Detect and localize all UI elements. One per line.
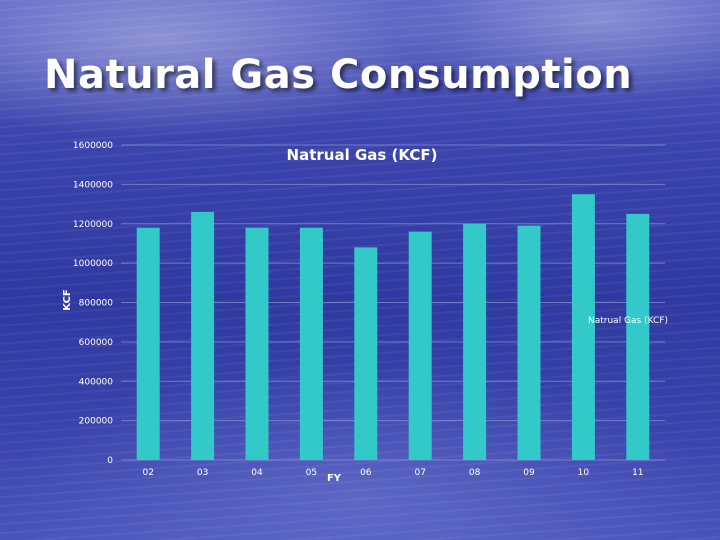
bar xyxy=(354,247,378,460)
bar xyxy=(191,211,215,460)
bar xyxy=(463,223,487,460)
y-tick-label: 400000 xyxy=(79,377,114,387)
y-tick-label: 1400000 xyxy=(73,180,113,190)
x-tick-label: 05 xyxy=(306,468,317,478)
bar xyxy=(571,194,595,460)
bar xyxy=(626,213,650,460)
x-axis-ticks: 02 03 04 05 06 07 08 09 10 11 xyxy=(142,468,643,478)
bar xyxy=(408,231,432,460)
x-tick-label: 10 xyxy=(578,468,590,478)
bar xyxy=(136,227,160,460)
x-tick-label: 02 xyxy=(142,468,153,478)
x-tick-label: 06 xyxy=(360,468,372,478)
y-tick-label: 200000 xyxy=(79,417,114,427)
bar xyxy=(299,227,323,460)
x-tick-label: 09 xyxy=(523,468,535,478)
y-axis-ticks: 0 200000 400000 600000 800000 1000000 1200000 1… xyxy=(73,141,113,466)
chart-title: Natrual Gas (KCF) xyxy=(287,146,438,164)
x-axis-title: FY xyxy=(327,473,342,484)
bar xyxy=(517,225,541,460)
y-tick-label: 800000 xyxy=(79,299,114,309)
bar xyxy=(245,227,269,460)
x-tick-label: 07 xyxy=(414,468,425,478)
x-tick-label: 03 xyxy=(197,468,208,478)
legend-entry: Natrual Gas (KCF) xyxy=(588,316,668,326)
slide-title: Natural Gas Consumption xyxy=(44,52,633,98)
y-tick-label: 1600000 xyxy=(73,141,113,151)
x-tick-label: 08 xyxy=(469,468,481,478)
y-axis-title: KCF xyxy=(62,289,73,310)
bars xyxy=(136,194,650,460)
y-tick-label: 0 xyxy=(107,456,113,466)
y-tick-label: 1200000 xyxy=(73,220,113,230)
x-tick-label: 11 xyxy=(632,468,643,478)
y-tick-label: 600000 xyxy=(79,338,114,348)
y-tick-label: 1000000 xyxy=(73,259,113,269)
x-tick-label: 04 xyxy=(251,468,263,478)
